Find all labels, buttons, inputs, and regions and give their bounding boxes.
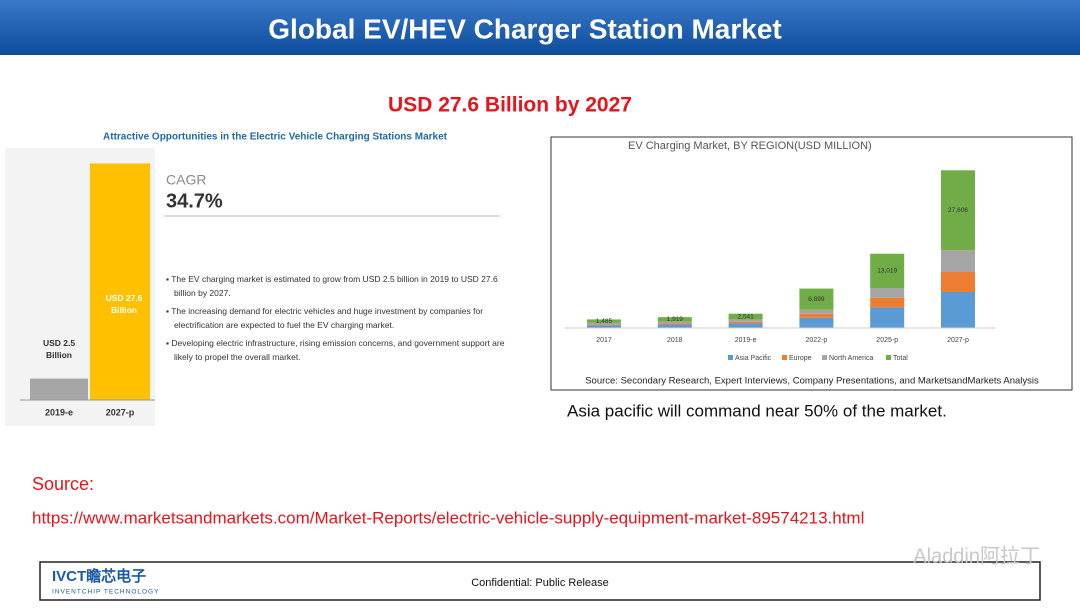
legend-swatch — [728, 355, 733, 360]
right-chart-frame — [550, 136, 1073, 391]
bar-segment — [941, 170, 975, 251]
cagr-label: CAGR — [166, 172, 206, 188]
bar-segment — [799, 313, 834, 318]
bullet-text: The EV charging market is estimated to g… — [171, 274, 498, 298]
x-tick-label: 2019-e — [45, 407, 73, 417]
total-label: 1,919 — [667, 316, 684, 323]
value-label-box: USD 2.5 Billion — [42, 338, 76, 360]
legend-swatch — [822, 355, 827, 360]
legend-swatch — [782, 355, 787, 360]
x-tick-label: 2025-p — [876, 337, 898, 344]
source-label: Source: — [32, 474, 94, 494]
logo-sub: INVENTCHIP TECHNOLOGY — [52, 589, 159, 596]
x-tick-label: 2017 — [596, 337, 612, 344]
legend-label: Total — [893, 355, 908, 362]
bullet: ▪ The increasing demand for electric veh… — [166, 306, 484, 330]
watermark: Aladdin阿拉丁 — [913, 544, 1040, 567]
x-tick-label: 2022-p — [806, 337, 828, 344]
total-label: 6,899 — [808, 296, 825, 303]
value-label: USD 2.5 Billion — [42, 338, 76, 360]
bar-segment — [941, 292, 975, 328]
bar-segment — [799, 309, 834, 314]
bar-segment — [657, 317, 692, 322]
total-label: 13,019 — [877, 268, 897, 275]
footer-box — [39, 561, 1041, 601]
bar — [90, 163, 150, 400]
value-label-box: USD 27.6 Billion — [105, 293, 143, 315]
footer-notice: Confidential: Public Release — [471, 577, 609, 589]
header-bar — [0, 0, 1080, 55]
bar-segment — [657, 324, 692, 328]
bar-segment — [587, 324, 621, 326]
bar-segment — [728, 323, 763, 328]
bar-segment — [587, 322, 621, 325]
charts: 2019-e USD 2.5 Billion 2027-p USD 27.6 Bill… — [20, 163, 995, 417]
right-chart-source: Source: Secondary Research, Expert Inter… — [585, 376, 1039, 387]
headline: USD 27.6 Billion by 2027 — [388, 94, 632, 117]
logo: IVCT瞻芯电子 — [52, 567, 146, 585]
right-chart-title: EV Charging Market, BY REGION(USD MILLIO… — [628, 140, 872, 152]
total-label: 27,606 — [948, 207, 968, 214]
bar-segment — [799, 317, 834, 328]
bar-segment — [728, 313, 763, 320]
bar-segment — [799, 288, 834, 310]
legend-label: Europe — [789, 355, 812, 362]
bar-segment — [587, 325, 621, 328]
left-chart-title: Attractive Opportunities in the Electric… — [103, 132, 448, 143]
bar-segment — [657, 323, 692, 325]
bar-segment — [870, 253, 905, 288]
left-panel-text-area — [155, 148, 545, 426]
bar-segment — [657, 321, 692, 324]
bar-segment — [587, 319, 621, 323]
caption: Asia pacific will command near 50% of th… — [567, 401, 947, 420]
x-tick-label: 2018 — [667, 337, 683, 344]
bullet-text: Developing electric infrastructure, risi… — [171, 338, 505, 362]
legend-label: North America — [829, 355, 873, 362]
bullet-text: The increasing demand for electric vehic… — [171, 306, 484, 330]
bar-segment — [941, 272, 975, 292]
total-label: 1,485 — [596, 318, 613, 325]
slide-title: Global EV/HEV Charger Station Market — [268, 13, 781, 44]
source-url: https://www.marketsandmarkets.com/Market… — [32, 508, 864, 527]
bullet-list: ▪ The EV charging market is estimated to… — [166, 274, 505, 362]
cagr-value: 34.7% — [166, 190, 223, 212]
bar-segment — [870, 288, 905, 298]
bar-segment — [870, 297, 905, 308]
x-tick-label: 2019-e — [735, 337, 757, 344]
legend-swatch — [886, 355, 891, 360]
x-tick-label: 2027-p — [947, 337, 969, 344]
bullet: ▪ Developing electric infrastructure, ri… — [166, 338, 505, 362]
bullet: ▪ The EV charging market is estimated to… — [166, 274, 498, 298]
bar-segment — [728, 321, 763, 324]
x-tick-label: 2027-p — [106, 407, 135, 417]
bar-segment — [941, 250, 975, 272]
bar-segment — [728, 319, 763, 322]
total-label: 2,541 — [737, 313, 754, 320]
bar-segment — [870, 307, 905, 328]
legend-label: Asia Pacific — [735, 355, 772, 362]
value-label: USD 27.6 Billion — [105, 293, 143, 315]
bar — [30, 378, 88, 400]
